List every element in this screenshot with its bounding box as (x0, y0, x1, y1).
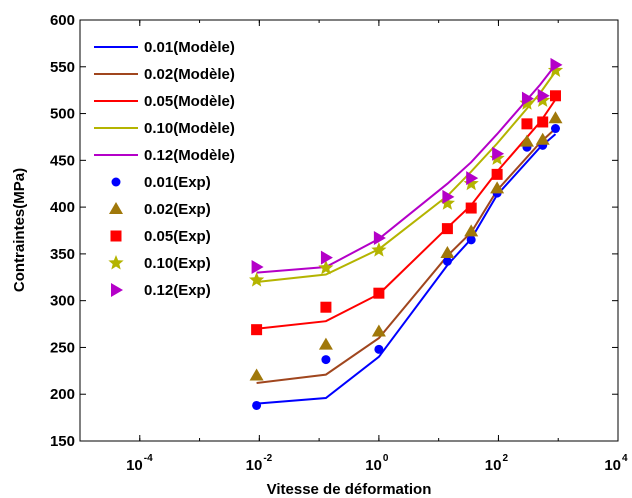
exp-point (320, 250, 333, 265)
exp-point (249, 368, 264, 381)
y-tick-label: 200 (50, 386, 75, 403)
exp-point (464, 224, 479, 237)
plot-area (79, 19, 619, 442)
legend-label: 0.10(Exp) (144, 255, 211, 272)
exp-point (466, 235, 476, 245)
exp-point (321, 355, 331, 365)
x-tick-exponent: 2 (502, 453, 508, 464)
exp-point (251, 259, 264, 274)
exp-point (537, 88, 550, 103)
exp-point (441, 223, 453, 235)
model-line (256, 133, 557, 405)
legend-marker-swatch (111, 177, 121, 187)
y-axis-title: Contraintes(MPa) (11, 168, 28, 292)
legend: 0.01(Modèle) 0.02(Modèle) 0.05(Modèle) 0.10… (94, 39, 235, 299)
exp-point (373, 287, 385, 299)
exp-point (535, 132, 550, 145)
x-tick-label: 10 (604, 457, 621, 474)
legend-label: 0.05(Modèle) (144, 93, 235, 110)
legend-label: 0.10(Modèle) (144, 120, 235, 137)
legend-marker-swatch (110, 230, 122, 242)
exp-point (550, 124, 560, 134)
exp-markers-layer (249, 57, 564, 410)
exp-point (550, 57, 563, 72)
exp-point (521, 118, 533, 130)
exp-point (537, 116, 549, 128)
y-tick-label: 450 (50, 152, 75, 169)
y-tick-label: 600 (50, 12, 75, 29)
exp-point (373, 230, 386, 245)
x-tick-label: 10 (485, 457, 502, 474)
legend-marker-swatch (108, 255, 124, 270)
y-tick-label: 350 (50, 246, 75, 263)
exp-point (549, 90, 561, 102)
exp-point (442, 256, 452, 266)
x-tick-exponent: -2 (263, 453, 272, 464)
model-lines-layer (256, 64, 557, 405)
x-tick-label: 10 (246, 457, 263, 474)
exp-point (249, 272, 265, 287)
legend-marker-swatch (109, 202, 123, 214)
y-tick-label: 500 (50, 106, 75, 123)
x-tick-exponent: 4 (622, 453, 628, 464)
model-line (256, 127, 557, 384)
legend-label: 0.12(Exp) (144, 282, 211, 299)
y-tick-label: 150 (50, 433, 75, 450)
legend-label: 0.02(Exp) (144, 201, 211, 218)
y-tick-label: 250 (50, 339, 75, 356)
legend-label: 0.12(Modèle) (144, 147, 235, 164)
exp-point (492, 146, 505, 161)
exp-point (318, 259, 334, 275)
exp-point (442, 189, 455, 204)
legend-label: 0.05(Exp) (144, 228, 211, 245)
y-tick-label: 300 (50, 293, 75, 310)
exp-point (490, 181, 505, 194)
legend-marker-swatch (111, 283, 123, 297)
exp-point (371, 242, 387, 257)
exp-point (547, 62, 564, 77)
x-tick-label: 10 (126, 457, 143, 474)
exp-point (374, 344, 384, 354)
exp-point (318, 337, 333, 350)
exp-point (252, 400, 262, 410)
exp-point (251, 324, 263, 336)
exp-point (519, 134, 534, 147)
exp-point (548, 111, 563, 124)
y-tick-label: 400 (50, 199, 75, 216)
exp-point (440, 245, 455, 258)
x-tick-exponent: 0 (383, 453, 389, 464)
model-line (256, 98, 557, 330)
legend-label: 0.01(Exp) (144, 174, 211, 191)
x-tick-exponent: -4 (144, 453, 153, 464)
legend-label: 0.01(Modèle) (144, 39, 235, 56)
x-tick-label: 10 (365, 457, 382, 474)
exp-point (371, 324, 386, 337)
x-axis-title: Vitesse de déformation (267, 481, 432, 498)
exp-point (463, 175, 479, 191)
legend-label: 0.02(Modèle) (144, 66, 235, 83)
exp-point (466, 171, 479, 186)
model-line (256, 64, 557, 274)
exp-point (320, 301, 332, 313)
exp-point (521, 91, 534, 106)
exp-point (491, 168, 503, 180)
y-tick-label: 550 (50, 59, 75, 76)
exp-point (439, 195, 455, 210)
exp-point (465, 202, 477, 214)
